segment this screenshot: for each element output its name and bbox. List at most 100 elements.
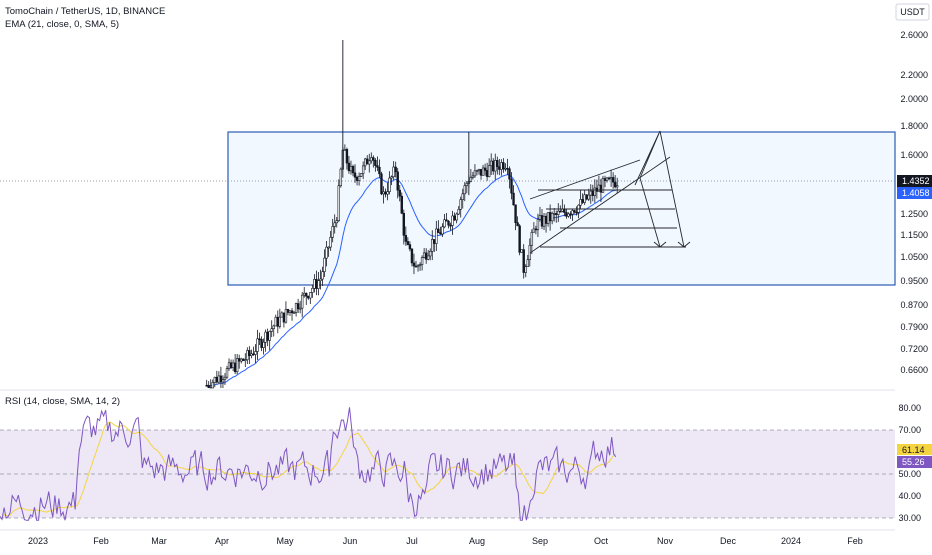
candle-body — [332, 226, 334, 237]
candle-body — [616, 186, 618, 187]
candle-body — [279, 317, 281, 326]
candle-body — [494, 160, 496, 171]
candle-body — [541, 215, 543, 226]
candle-body — [293, 312, 295, 313]
candle-body — [374, 160, 376, 165]
candle-body — [383, 192, 385, 194]
candle-body — [334, 223, 336, 227]
price-tick-label: 0.7200 — [900, 344, 928, 354]
time-tick-label: Oct — [594, 536, 609, 546]
candle-body — [421, 258, 423, 265]
candle-body — [287, 309, 289, 312]
price-tick-label: 0.7900 — [900, 322, 928, 332]
candle-body — [492, 161, 494, 171]
candle-body — [295, 304, 297, 313]
candle-body — [498, 167, 500, 170]
candle-body — [320, 279, 322, 281]
candle-body — [399, 190, 401, 196]
time-tick-label: Dec — [720, 536, 737, 546]
candle-body — [507, 168, 509, 169]
candle-body — [356, 177, 358, 180]
rsi-tick-label: 30.00 — [898, 513, 921, 523]
candle-body — [346, 149, 348, 163]
rsi-ma-tag-value: 61.14 — [902, 445, 925, 455]
rsi-tick-label: 80.00 — [898, 403, 921, 413]
price-tick-label: 2.2000 — [900, 70, 928, 80]
candle-body — [206, 385, 208, 386]
candle-body — [610, 177, 612, 178]
time-tick-label: May — [276, 536, 294, 546]
candle-body — [393, 167, 395, 177]
candle-body — [281, 313, 283, 317]
currency-label[interactable]: USDT — [900, 7, 925, 17]
candle-body — [474, 171, 476, 176]
candle-body — [427, 256, 429, 259]
rsi-tick-label: 50.00 — [898, 469, 921, 479]
candle-body — [307, 296, 309, 298]
price-tick-label: 1.6000 — [900, 150, 928, 160]
time-tick-label: Mar — [151, 536, 167, 546]
candle-body — [366, 159, 368, 164]
candle-body — [448, 221, 450, 225]
candle-body — [234, 363, 236, 372]
candle-body — [277, 317, 279, 326]
candle-body — [576, 212, 578, 213]
candle-body — [460, 200, 462, 210]
candle-body — [411, 249, 413, 263]
ema-legend: EMA (21, close, 0, SMA, 5) — [5, 19, 119, 30]
candle-body — [218, 376, 220, 382]
candle-body — [271, 329, 273, 332]
price-tick-label: 1.1500 — [900, 230, 928, 240]
candle-body — [236, 359, 238, 372]
candle-body — [458, 209, 460, 214]
candle-body — [594, 188, 596, 196]
candle-body — [244, 360, 246, 361]
candle-body — [224, 377, 226, 379]
candle-body — [417, 266, 419, 267]
currency-button[interactable]: USDT — [896, 4, 929, 20]
candle-body — [425, 253, 427, 259]
candle-body — [435, 229, 437, 244]
candle-body — [519, 226, 521, 252]
candle-body — [592, 191, 594, 196]
candle-body — [454, 216, 456, 220]
candle-body — [598, 185, 600, 191]
candle-body — [289, 311, 291, 313]
candle-body — [381, 174, 383, 194]
price-tick-label: 0.6600 — [900, 365, 928, 375]
candle-body — [336, 221, 338, 223]
candle-body — [582, 199, 584, 202]
candle-body — [305, 293, 307, 296]
symbol-title: TomoChain / TetherUS, 1D, BINANCE — [5, 6, 165, 17]
time-tick-label: Nov — [657, 536, 674, 546]
candle-body — [533, 229, 535, 232]
candle-body — [568, 214, 570, 216]
candle-body — [259, 339, 261, 340]
candle-body — [220, 376, 222, 382]
time-tick-label: Feb — [93, 536, 109, 546]
candle-body — [309, 293, 311, 299]
candle-body — [452, 216, 454, 226]
candle-body — [521, 250, 523, 253]
candle-body — [590, 191, 592, 195]
candle-body — [456, 214, 458, 220]
candle-body — [240, 359, 242, 361]
candle-body — [614, 182, 616, 187]
rsi-ma-tag: 61.14 — [897, 444, 932, 455]
candle-body — [405, 235, 407, 241]
candle-body — [539, 215, 541, 219]
rsi-tag-value: 55.26 — [902, 457, 925, 467]
rsi-legend: RSI (14, close, SMA, 14, 2) — [5, 396, 120, 407]
candle-body — [423, 253, 425, 258]
candle-body — [364, 159, 366, 166]
candle-body — [232, 363, 234, 368]
candle-body — [372, 158, 374, 161]
rsi-tick-label: 70.00 — [898, 425, 921, 435]
candle-body — [502, 162, 504, 169]
candle-body — [387, 192, 389, 195]
candle-body — [395, 167, 397, 172]
candle-body — [253, 354, 255, 355]
candle-body — [496, 160, 498, 166]
candle-body — [222, 380, 224, 382]
candle-body — [216, 377, 218, 382]
